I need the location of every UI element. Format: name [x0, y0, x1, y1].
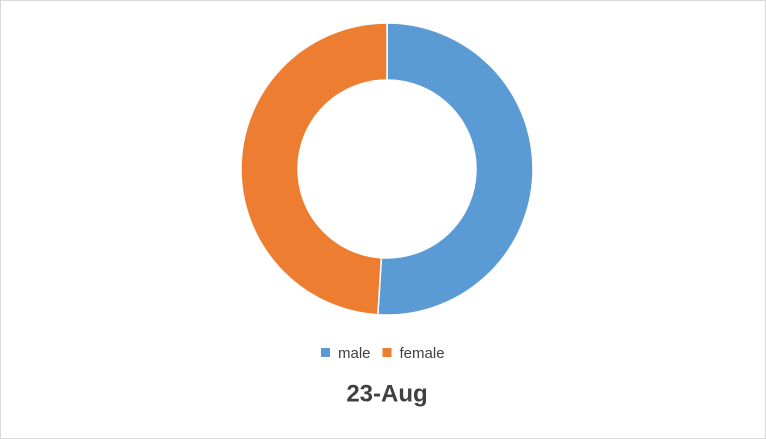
- legend-label: female: [400, 345, 445, 362]
- donut-slice: [240, 22, 388, 316]
- legend-swatch: [321, 348, 330, 357]
- legend-label: male: [338, 345, 371, 362]
- chart-title: 23-Aug: [346, 380, 427, 407]
- donut-slice: [377, 22, 534, 316]
- legend-swatch: [382, 348, 392, 357]
